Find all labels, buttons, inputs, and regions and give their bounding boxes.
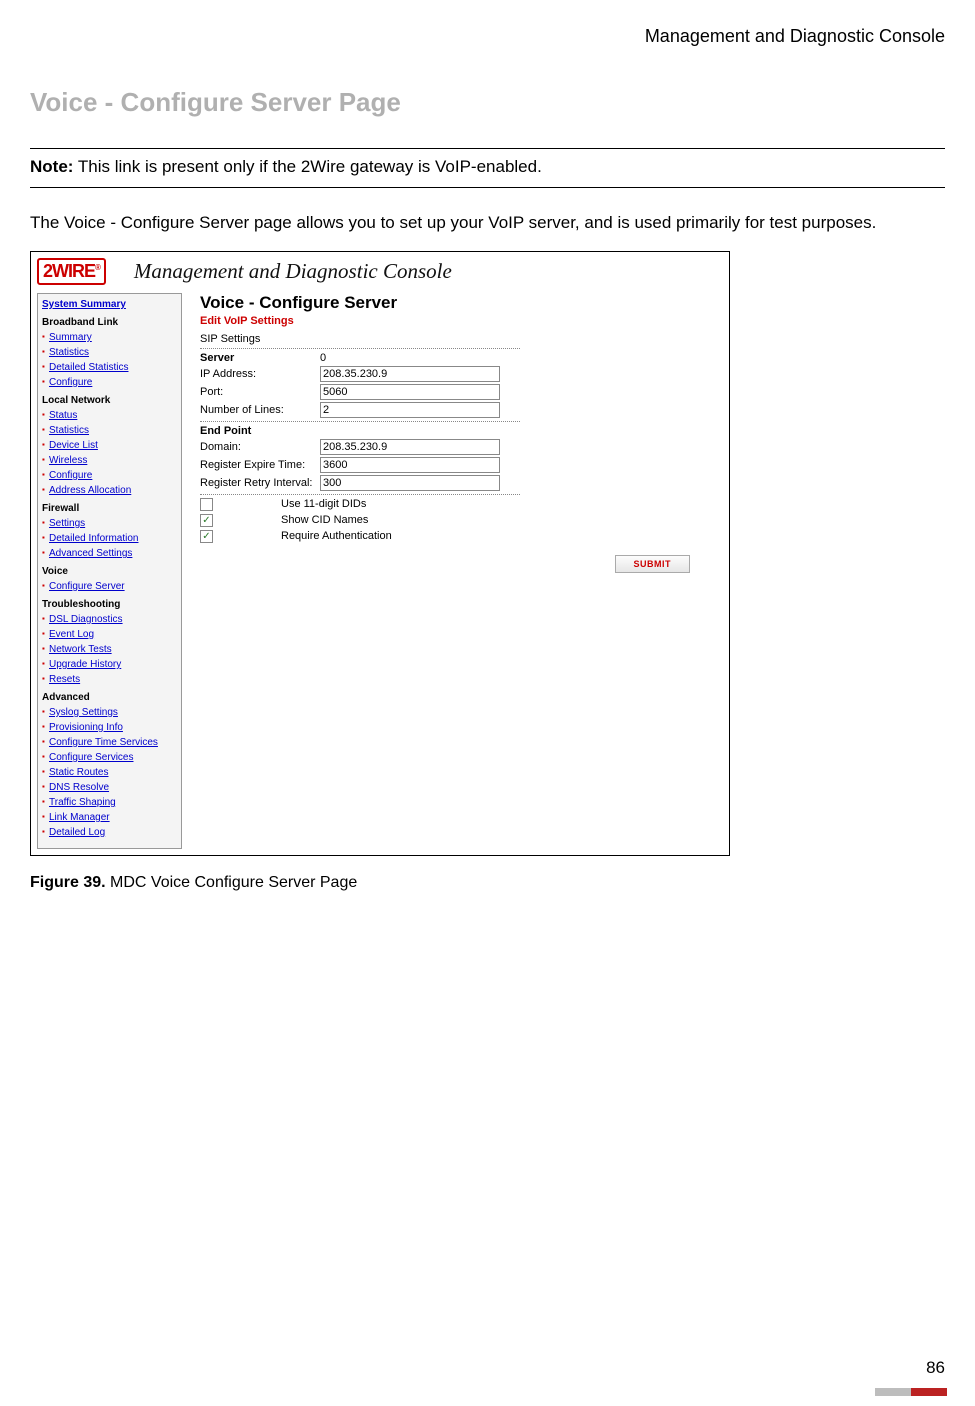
logo-text: 2WIRE — [43, 261, 95, 281]
ip-label: IP Address: — [200, 368, 320, 380]
expire-label: Register Expire Time: — [200, 459, 320, 471]
sidebar-item[interactable]: Address Allocation — [42, 483, 177, 498]
sidebar-group: Firewall — [42, 501, 177, 516]
sidebar-item[interactable]: Status — [42, 408, 177, 423]
sidebar-item[interactable]: Configure Server — [42, 579, 177, 594]
separator — [200, 494, 520, 495]
domain-input[interactable] — [320, 439, 500, 455]
sidebar-system-summary[interactable]: System Summary — [42, 297, 177, 312]
sidebar-item[interactable]: Traffic Shaping — [42, 795, 177, 810]
require-auth-label: Require Authentication — [281, 530, 392, 542]
sidebar-item[interactable]: DSL Diagnostics — [42, 612, 177, 627]
sidebar-item[interactable]: Link Manager — [42, 810, 177, 825]
footer-red-segment — [911, 1388, 947, 1396]
console-header-title: Management and Diagnostic Console — [134, 259, 452, 284]
retry-label: Register Retry Interval: — [200, 477, 320, 489]
expire-input[interactable] — [320, 457, 500, 473]
sidebar-item[interactable]: Configure Time Services — [42, 735, 177, 750]
separator — [200, 348, 520, 349]
endpoint-section-label: End Point — [200, 425, 320, 437]
sidebar-item[interactable]: Detailed Information — [42, 531, 177, 546]
main-title: Voice - Configure Server — [200, 293, 723, 313]
sidebar-item[interactable]: Device List — [42, 438, 177, 453]
console-header: 2WIRE® Management and Diagnostic Console — [37, 258, 723, 285]
figure-caption: Figure 39. MDC Voice Configure Server Pa… — [30, 874, 945, 892]
lines-input[interactable] — [320, 402, 500, 418]
sidebar-item[interactable]: Resets — [42, 672, 177, 687]
sidebar-item[interactable]: Static Routes — [42, 765, 177, 780]
use-11digit-label: Use 11-digit DIDs — [281, 498, 366, 510]
section-heading: Voice - Configure Server Page — [30, 87, 945, 118]
sidebar-group: Broadband Link — [42, 315, 177, 330]
main-pane: Voice - Configure Server Edit VoIP Setti… — [200, 293, 723, 573]
separator — [200, 421, 520, 422]
sidebar-item[interactable]: Summary — [42, 330, 177, 345]
sidebar-item[interactable]: Statistics — [42, 423, 177, 438]
show-cid-label: Show CID Names — [281, 514, 368, 526]
require-auth-checkbox[interactable]: ✓ — [200, 530, 213, 543]
submit-button[interactable]: SUBMIT — [615, 555, 691, 573]
sidebar-item[interactable]: Configure — [42, 468, 177, 483]
port-input[interactable] — [320, 384, 500, 400]
page-number: 86 — [926, 1358, 945, 1378]
sidebar-item[interactable]: Settings — [42, 516, 177, 531]
note-label: Note: — [30, 157, 73, 176]
server-section-label: Server — [200, 352, 320, 364]
body-paragraph: The Voice - Configure Server page allows… — [30, 212, 945, 235]
sidebar-item[interactable]: Upgrade History — [42, 657, 177, 672]
port-label: Port: — [200, 386, 320, 398]
retry-input[interactable] — [320, 475, 500, 491]
domain-label: Domain: — [200, 441, 320, 453]
use-11digit-checkbox[interactable] — [200, 498, 213, 511]
brand-logo: 2WIRE® — [37, 258, 106, 285]
sidebar-item[interactable]: Detailed Log — [42, 825, 177, 840]
sidebar-item[interactable]: Advanced Settings — [42, 546, 177, 561]
lines-label: Number of Lines: — [200, 404, 320, 416]
sidebar-item[interactable]: Statistics — [42, 345, 177, 360]
doc-header-title: Management and Diagnostic Console — [30, 26, 945, 47]
footer-gray-segment — [875, 1388, 911, 1396]
sidebar-item[interactable]: Detailed Statistics — [42, 360, 177, 375]
sidebar-group: Voice — [42, 564, 177, 579]
sidebar-group: Advanced — [42, 690, 177, 705]
figure-screenshot: 2WIRE® Management and Diagnostic Console… — [30, 251, 730, 856]
sidebar-item[interactable]: Wireless — [42, 453, 177, 468]
sidebar-item[interactable]: Provisioning Info — [42, 720, 177, 735]
logo-rm: ® — [95, 263, 100, 272]
sidebar-group: Troubleshooting — [42, 597, 177, 612]
note-text: This link is present only if the 2Wire g… — [73, 157, 541, 176]
server-number: 0 — [320, 352, 500, 364]
footer-strip — [875, 1388, 947, 1396]
sidebar-item[interactable]: Configure Services — [42, 750, 177, 765]
sidebar-item[interactable]: Configure — [42, 375, 177, 390]
show-cid-checkbox[interactable]: ✓ — [200, 514, 213, 527]
ip-input[interactable] — [320, 366, 500, 382]
sidebar-item[interactable]: Event Log — [42, 627, 177, 642]
sidebar-item[interactable]: Syslog Settings — [42, 705, 177, 720]
figure-text: MDC Voice Configure Server Page — [106, 874, 358, 891]
note-block: Note: This link is present only if the 2… — [30, 148, 945, 188]
edit-subheading: Edit VoIP Settings — [200, 315, 723, 327]
sidebar-item[interactable]: DNS Resolve — [42, 780, 177, 795]
figure-label: Figure 39. — [30, 874, 106, 891]
sidebar-item[interactable]: Network Tests — [42, 642, 177, 657]
sidebar-nav: System SummaryBroadband LinkSummaryStati… — [37, 293, 182, 849]
sidebar-group: Local Network — [42, 393, 177, 408]
sip-settings-label: SIP Settings — [200, 333, 723, 345]
